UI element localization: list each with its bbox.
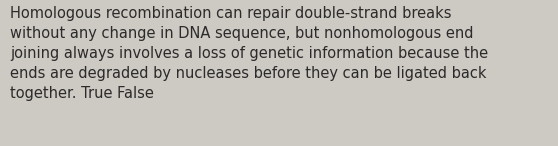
- Text: Homologous recombination can repair double-strand breaks
without any change in D: Homologous recombination can repair doub…: [10, 6, 488, 101]
